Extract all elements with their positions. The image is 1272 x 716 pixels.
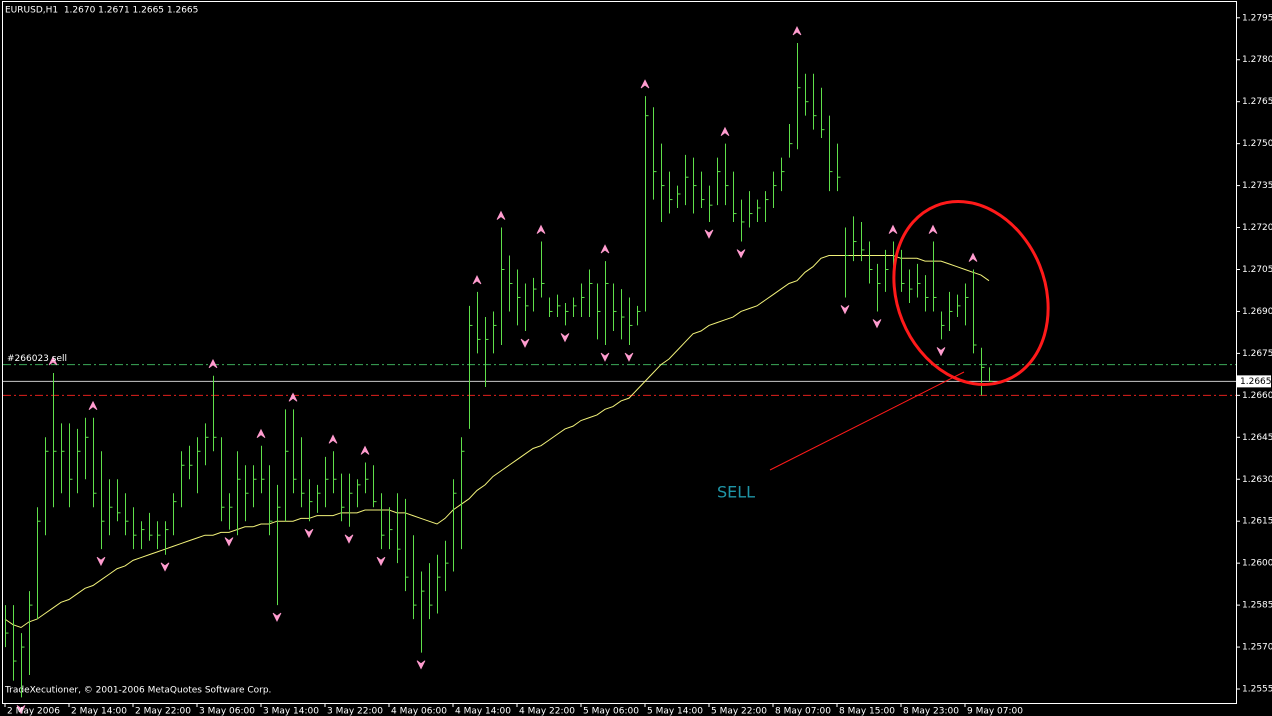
x-tick-label: 5 May 06:00 [583,707,639,716]
fractal-down [624,352,634,362]
fractal-up [496,210,506,220]
fractal-up [256,428,266,439]
fractal-up [360,445,370,455]
y-tick-label: 1.2720 [1242,223,1272,233]
y-tick-label: 1.2660 [1242,391,1272,401]
fractal-down [272,612,282,623]
fractal-up [720,126,730,136]
fractal-down [16,705,26,715]
pointer-line [769,371,965,471]
fractal-up [968,252,978,262]
fractal-up [472,274,482,285]
order-label: #266023 sell [7,354,67,364]
fractal-down [560,333,570,343]
x-tick-label: 4 May 14:00 [455,707,511,716]
y-tick-label: 1.2795 [1242,13,1272,23]
moving-average [4,255,990,629]
bid-label: 1.2665 [1240,377,1272,387]
x-tick-label: 4 May 22:00 [519,707,575,716]
y-tick-label: 1.2585 [1242,601,1272,611]
x-tick-label: 4 May 06:00 [391,707,447,716]
y-tick-label: 1.2765 [1242,97,1272,107]
y-tick-label: 1.2780 [1242,55,1272,65]
y-tick-label: 1.2750 [1242,139,1272,149]
y-tick-label: 1.2570 [1242,643,1272,653]
fractal-up [328,434,338,444]
y-tick-label: 1.2615 [1242,517,1272,527]
x-tick-label: 2 May 22:00 [135,707,191,716]
annotation: SELL [717,483,755,502]
x-tick-label: 2 May 14:00 [71,707,127,716]
fractal-up [536,224,546,234]
copyright: TradeXecutioner, © 2001-2006 MetaQuotes … [4,686,271,696]
x-tick-label: 5 May 14:00 [647,707,703,716]
fractal-down [96,556,106,567]
fractal-down [344,534,354,544]
x-tick-label: 2 May 2006 [7,707,60,716]
fractal-down [840,305,850,315]
highlight-ellipse [892,200,1050,386]
plot-frame [2,1,1237,704]
y-tick-label: 1.2630 [1242,475,1272,485]
y-tick-label: 1.2690 [1242,307,1272,317]
fractal-down [736,249,746,259]
x-tick-label: 8 May 15:00 [839,707,895,716]
fractal-up [88,400,98,411]
x-tick-label: 3 May 14:00 [263,707,319,716]
fractal-down [520,338,530,348]
fractal-down [304,528,314,539]
fractal-down [872,319,882,329]
fractal-down [160,562,170,572]
fractal-down [376,556,386,567]
fractal-up [928,224,938,234]
fractal-up [792,26,802,36]
y-tick-label: 1.2645 [1242,433,1272,443]
fractal-up [640,79,650,89]
x-tick-label: 9 May 07:00 [967,707,1023,716]
fractal-down [704,229,714,239]
y-tick-label: 1.2600 [1242,559,1272,569]
fractal-down [936,347,946,357]
bid-box [1237,375,1271,388]
fractal-up [888,224,898,234]
fractal-up [208,358,218,369]
fractal-down [224,537,234,547]
y-tick-label: 1.2735 [1242,181,1272,191]
fractal-up [48,356,58,366]
fractal-down [416,660,426,670]
fractal-up [288,392,298,402]
x-tick-label: 8 May 23:00 [903,707,959,716]
x-tick-label: 8 May 07:00 [775,707,831,716]
fractal-up [600,244,610,254]
y-tick-label: 1.2705 [1242,265,1272,275]
x-tick-label: 3 May 22:00 [327,707,383,716]
chart-title: EURUSD,H1 1.2670 1.2671 1.2665 1.2665 [5,6,198,16]
x-tick-label: 3 May 06:00 [199,707,255,716]
fractal-down [600,352,610,362]
y-tick-label: 1.2675 [1242,349,1272,359]
y-tick-label: 1.2555 [1242,685,1272,695]
x-tick-label: 5 May 22:00 [711,707,767,716]
